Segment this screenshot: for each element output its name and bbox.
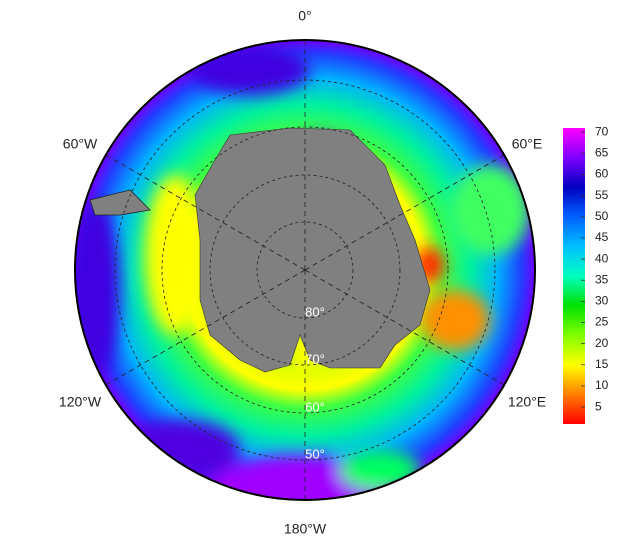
latitude-ring [161,126,449,414]
latitude-ring [256,221,354,319]
colorbar-tick-label: 15 [595,357,609,371]
colorbar-tick-label: 30 [595,294,609,308]
graticule [105,40,505,500]
longitude-label: 120°E [508,394,546,410]
data-field [75,40,535,500]
colorbar-tick-label: 60 [595,167,609,181]
longitude-label: 180°W [284,521,327,537]
latitude-label: 80° [305,304,325,319]
colorbar-tick-label: 50 [595,209,609,223]
colorbar-tick-label: 40 [595,251,609,265]
latitude-label: 50° [305,446,325,461]
colorbar-tick-label: 20 [595,336,609,350]
longitude-label: 120°W [59,394,102,410]
colorbar-tick-label: 25 [595,315,609,329]
meridian [304,269,505,386]
longitude-label: 0° [298,8,311,24]
map-border [74,39,536,501]
colorbar [563,128,585,424]
meridian [304,154,505,271]
colorbar-tick-label: 45 [595,230,609,244]
colorbar-tick-label: 70 [595,124,609,138]
latitude-label: 60° [305,399,325,414]
colorbar-tick-label: 10 [595,378,609,392]
meridian [105,154,306,271]
longitude-label: 60°W [63,136,98,152]
colorbar-tick-label: 55 [595,188,609,202]
colorbar-tick-label: 65 [595,146,609,160]
latitude-label: 70° [305,351,325,366]
meridian [105,269,306,386]
colorbar-tick-label: 5 [595,399,602,413]
longitude-label: 60°E [512,136,543,152]
colorbar-tick-label: 35 [595,272,609,286]
